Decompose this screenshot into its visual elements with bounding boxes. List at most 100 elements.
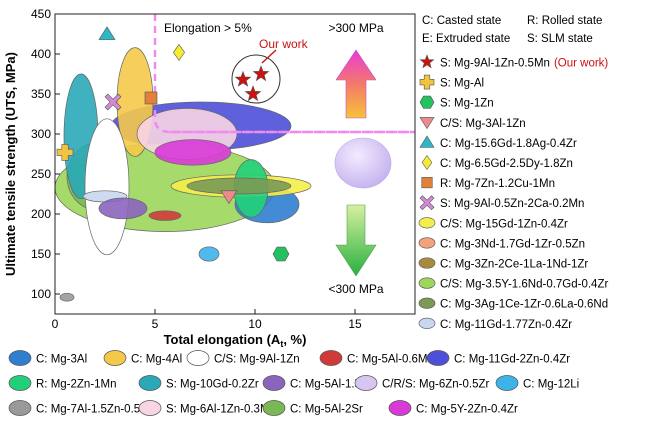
right-legend-label-5: C: Mg-6.5Gd-2.5Dy-1.8Zn	[440, 158, 573, 170]
bottom-legend-label-3: C: Mg-5Al-0.6Mn	[347, 354, 434, 366]
right-legend-item-1: S: Mg-Al	[419, 74, 484, 90]
y-tick-label-300: 300	[31, 127, 51, 141]
x-axis-label-main: Total elongation (A	[164, 332, 281, 347]
plot-frame	[54, 13, 416, 315]
x-axis: 0 5 10 15	[52, 309, 362, 331]
bottom-legend-label-1: C: Mg-4Al	[131, 354, 182, 366]
marker-r-mg-7zn-1-2cu-1mn-8	[144, 91, 158, 105]
right-legend-item-5: C: Mg-6.5Gd-2.5Dy-1.8Zn	[421, 154, 573, 171]
right-legend-swatch-12	[418, 297, 436, 309]
states-legend: C: Casted state R: Rolled state E: Extrude…	[422, 15, 602, 45]
bottom-legend-label-13: C: Mg-5Y-2Zn-0.4Zr	[416, 404, 518, 416]
region-c-mg-5al-0-6mn-14	[148, 210, 182, 221]
bottom-legend-swatch-3	[319, 350, 343, 366]
x-axis-label-tail: , %)	[283, 332, 306, 347]
marker-s-mg-9al-1zn-0-5mn-1	[252, 65, 270, 82]
our-work-label: Our work	[259, 37, 309, 51]
y-tick-label-250: 250	[31, 167, 51, 181]
bottom-legend-swatch-2	[186, 350, 210, 366]
elongation-annotation: Elongation > 5%	[164, 21, 252, 35]
right-legend-item-10: C: Mg-3Zn-2Ce-1La-1Nd-1Zr	[418, 257, 588, 271]
right-legend-item-6: R: Mg-7Zn-1.2Cu-1Mn	[421, 177, 555, 190]
bottom-legend-label-2: C/S: Mg-9Al-1Zn	[214, 354, 300, 366]
marker-s-mg-1zn-4	[272, 246, 290, 262]
right-legend-label-0: S: Mg-9Al-1Zn-0.5Mn (Our work)	[440, 58, 608, 70]
right-legend-label-13: C: Mg-11Gd-1.77Zn-0.4Zr	[440, 319, 572, 331]
right-legend-swatch-13	[418, 317, 436, 329]
mid-sphere	[334, 137, 392, 189]
our-work-circle	[231, 54, 281, 104]
x-axis-label-sub: t	[280, 339, 283, 349]
bottom-legend-label-10: C: Mg-7Al-1.5Zn-0.5Mn	[36, 404, 156, 416]
bottom-legend-swatch-12	[262, 400, 286, 416]
bottom-legend-label-7: C: Mg-5Al-1.5Si	[290, 379, 371, 391]
bottom-legend-item-7: C: Mg-5Al-1.5Si	[262, 375, 371, 391]
right-legend-item-3: C/S: Mg-3Al-1Zn	[419, 117, 526, 130]
x-tick-label-5: 5	[152, 317, 159, 331]
bottom-legend-swatch-13	[388, 400, 412, 416]
state-legend-1: R: Rolled state	[527, 15, 602, 27]
bottom-legend-item-6: S: Mg-10Gd-0.2Zr	[138, 375, 259, 391]
right-legend-item-9: C: Mg-3Nd-1.7Gd-1Zr-0.5Zn	[418, 237, 585, 250]
y-axis: 100 150 200 250 300 350 400 450	[31, 7, 60, 301]
y-tick-label-450: 450	[31, 7, 51, 21]
bottom-legend-label-11: S: Mg-6Al-1Zn-0.3Mn	[166, 404, 276, 416]
bottom-legend-item-10: C: Mg-7Al-1.5Zn-0.5Mn	[8, 400, 156, 416]
right-legend-label-8: C/S: Mg-15Gd-1Zn-0.4Zr	[440, 218, 568, 230]
right-legend-item-11: C/S: Mg-3.5Y-1.6Nd-0.7Gd-0.4Zr	[418, 277, 608, 291]
lt300-label: <300 MPa	[328, 282, 383, 296]
right-legend-swatch-8	[418, 217, 436, 229]
right-legend-item-13: C: Mg-11Gd-1.77Zn-0.4Zr	[418, 317, 572, 331]
threshold-lines	[153, 14, 415, 134]
right-legend-swatch-3	[419, 117, 435, 130]
state-legend-3: S: SLM state	[527, 33, 593, 45]
region-c-mg-12li-15	[198, 246, 220, 262]
bottom-legend-item-12: C: Mg-5Al-2Sr	[262, 400, 363, 416]
right-legend-swatch-2	[419, 95, 435, 109]
right-legend-label-10: C: Mg-3Zn-2Ce-1La-1Nd-1Zr	[440, 259, 588, 271]
our-work-highlight: Our work	[231, 37, 309, 104]
y-tick-label-100: 100	[31, 287, 51, 301]
right-legend-item-8: C/S: Mg-15Gd-1Zn-0.4Zr	[418, 217, 568, 230]
bottom-legend-label-8: C/R/S: Mg-6Zn-0.5Zr	[382, 379, 490, 391]
y-tick-label-200: 200	[31, 207, 51, 221]
marker-layer	[56, 26, 290, 262]
marker-c-mg-6-5gd-2-5dy-1-8zn-7	[173, 43, 185, 61]
bottom-legend-swatch-9	[495, 375, 519, 391]
lt300-arrow: <300 MPa	[328, 204, 384, 296]
x-tick-label-15: 15	[348, 317, 362, 331]
right-legend-swatch-11	[418, 277, 436, 289]
right-legend-label-2: S: Mg-1Zn	[440, 98, 494, 110]
bottom-legend-swatch-7	[262, 375, 286, 391]
x-tick-label-0: 0	[52, 317, 59, 331]
up-arrow-shape	[335, 49, 377, 119]
bottom-legend-swatch-6	[138, 375, 162, 391]
right-legend-label-11: C/S: Mg-3.5Y-1.6Nd-0.7Gd-0.4Zr	[440, 279, 608, 291]
bottom-legend-swatch-11	[138, 400, 162, 416]
right-legend-item-2: S: Mg-1Zn	[419, 95, 494, 110]
right-legend-label-3: C/S: Mg-3Al-1Zn	[440, 118, 526, 130]
bottom-legend-swatch-4	[426, 350, 450, 366]
bottom-legend-item-3: C: Mg-5Al-0.6Mn	[319, 350, 434, 366]
right-legend-label-7: S: Mg-9Al-0.5Zn-2Ca-0.2Mn	[440, 198, 584, 210]
marker-s-mg-9al-0-5zn-2ca-0-2mn-9	[104, 93, 122, 111]
marker-c-mg-15-6gd-1-8ag-0-4zr-6	[98, 26, 116, 40]
right-legend: S: Mg-9Al-1Zn-0.5Mn (Our work) S: Mg-Al S: …	[418, 54, 608, 331]
y-tick-label-400: 400	[31, 47, 51, 61]
our-work-pointer	[261, 49, 277, 64]
bottom-legend-item-13: C: Mg-5Y-2Zn-0.4Zr	[388, 400, 518, 416]
right-legend-label-9: C: Mg-3Nd-1.7Gd-1Zr-0.5Zn	[440, 238, 585, 250]
bottom-legend-item-4: C: Mg-11Gd-2Zn-0.4Zr	[426, 350, 570, 366]
bottom-legend-label-5: R: Mg-2Zn-1Mn	[36, 379, 117, 391]
marker-c-s-mg-3al-1zn-5	[220, 190, 238, 205]
bottom-legend-label-12: C: Mg-5Al-2Sr	[290, 404, 363, 416]
region-c-mg-3ag-1ce-1zr-0-6la-0-6nd-9	[186, 177, 292, 195]
region-c-mg-7al-1-5zn-0-5mn-16	[59, 292, 75, 302]
bottom-legend-item-2: C/S: Mg-9Al-1Zn	[186, 350, 300, 366]
bottom-legend-label-4: C: Mg-11Gd-2Zn-0.4Zr	[454, 354, 570, 366]
down-arrow-shape	[335, 204, 377, 277]
right-legend-extra-0: (Our work)	[554, 58, 608, 70]
bottom-legend-label-6: S: Mg-10Gd-0.2Zr	[166, 379, 259, 391]
